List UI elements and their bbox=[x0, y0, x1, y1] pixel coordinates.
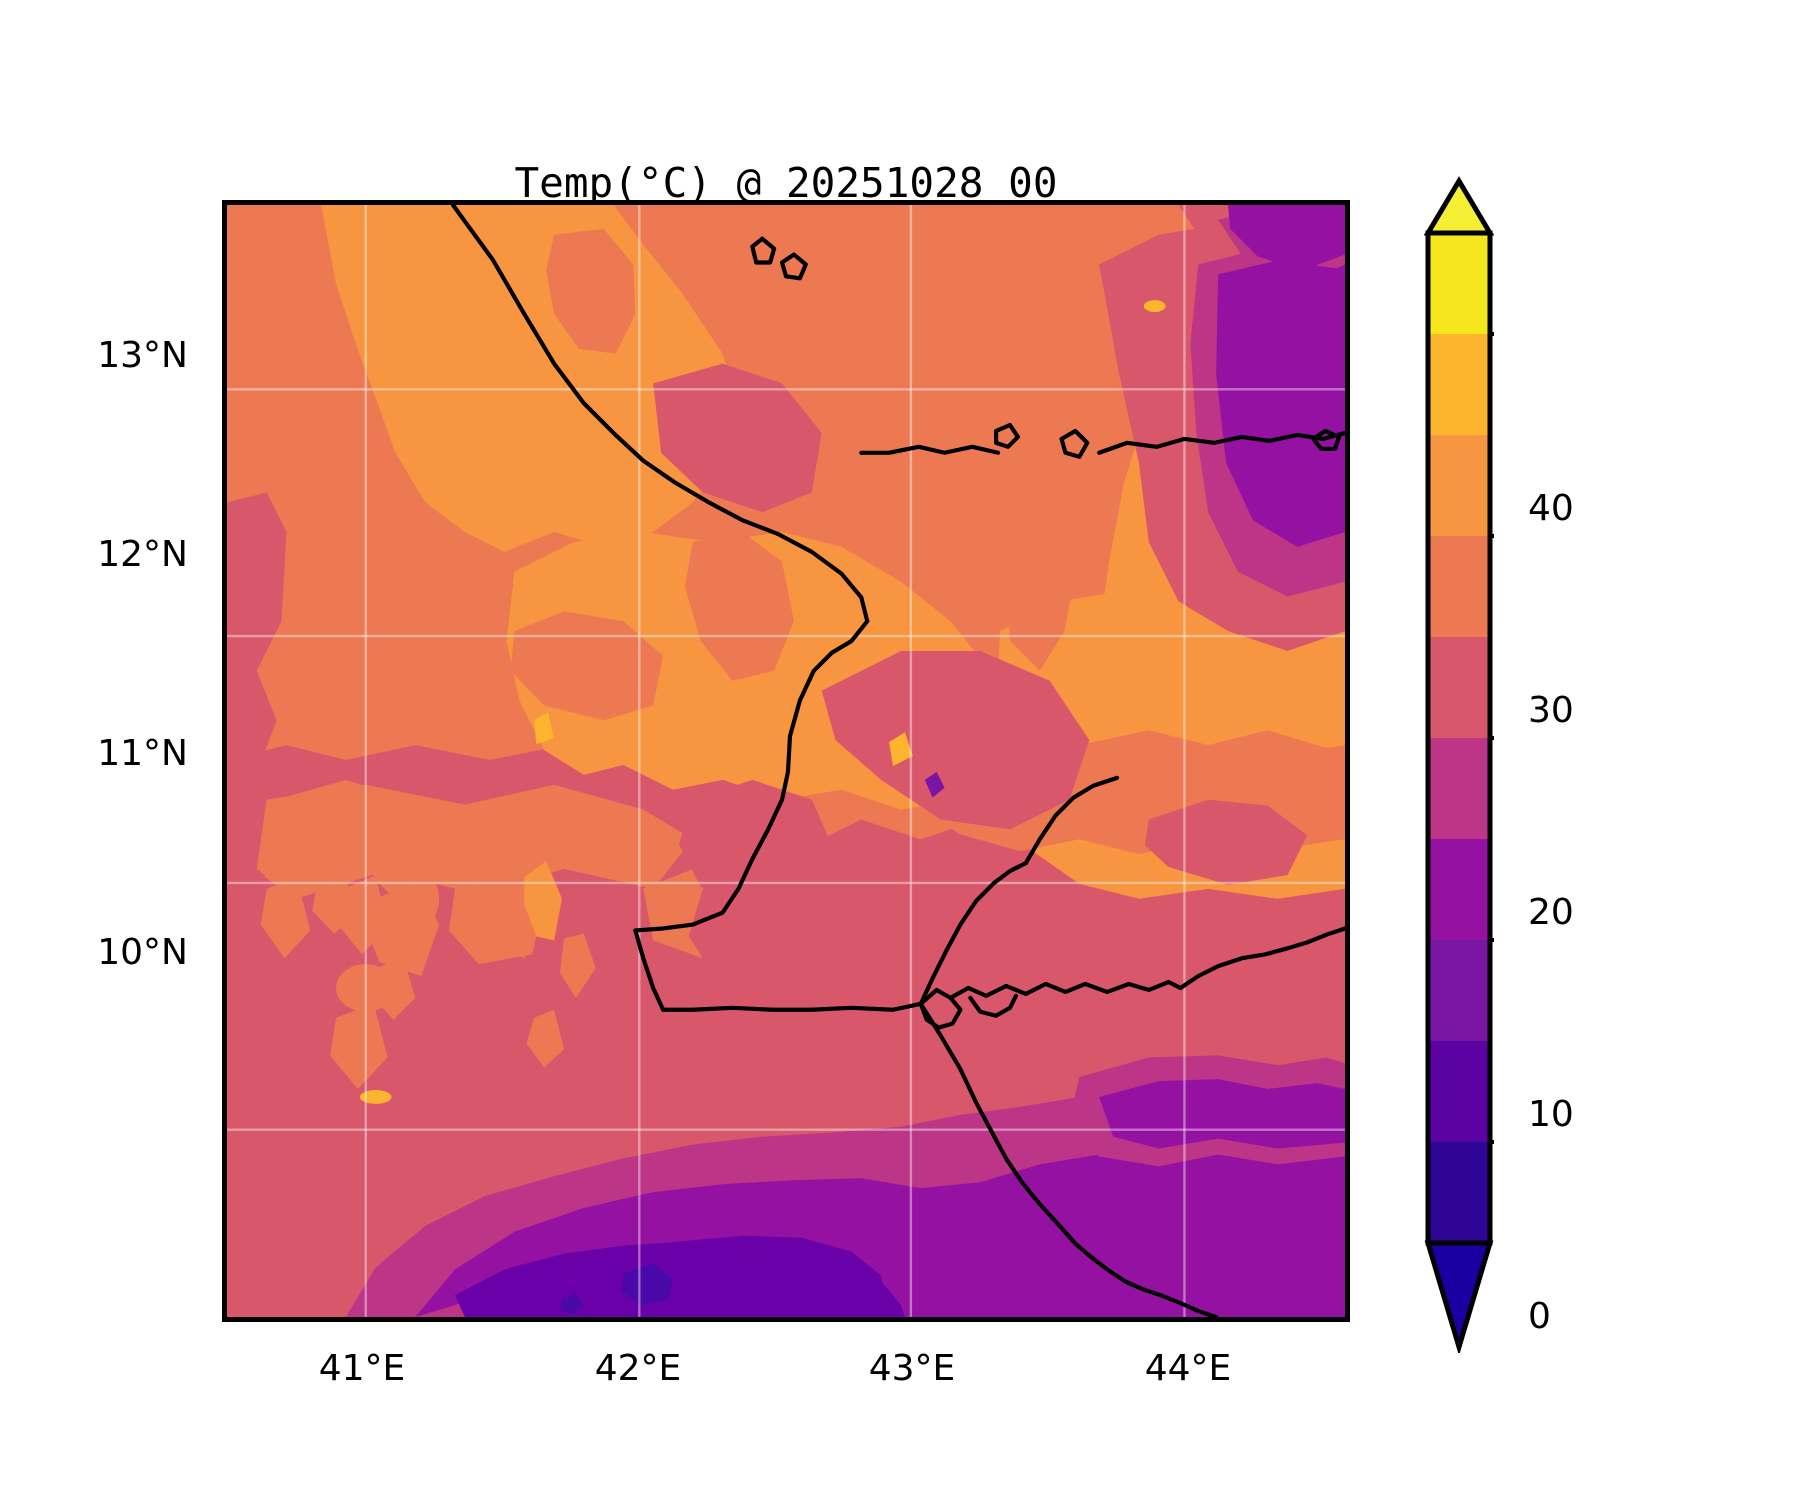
contour-island-25-30 bbox=[526, 1009, 564, 1068]
contour-island-25-30 bbox=[510, 611, 664, 721]
map-contour-layer bbox=[227, 205, 1345, 1317]
colorbar-tick-label-30: 30 bbox=[1528, 690, 1574, 731]
colorbar-swatches bbox=[1424, 176, 1494, 1353]
colorbar-band-30-35 bbox=[1428, 435, 1490, 536]
contour-band-10-15 bbox=[415, 1130, 1345, 1317]
map-plot-area[interactable] bbox=[222, 200, 1350, 1322]
colorbar-tick-label-0: 0 bbox=[1528, 1296, 1551, 1337]
xtick-label-42E: 42°E bbox=[594, 1348, 682, 1389]
colorbar-band-0-5 bbox=[1428, 1041, 1490, 1142]
contour-band-20-25 bbox=[227, 492, 287, 775]
xtick-label-43E: 43°E bbox=[868, 1348, 956, 1389]
ytick-label-11N: 11°N bbox=[97, 733, 188, 774]
contour-island-25-30 bbox=[330, 1003, 388, 1090]
contour-island-25-30 bbox=[684, 532, 794, 681]
xtick-label-41E: 41°E bbox=[318, 1348, 406, 1389]
contour-island-25-30 bbox=[264, 827, 327, 899]
colorbar-tick-label-20: 20 bbox=[1528, 892, 1574, 933]
colorbar-band-neg5-0 bbox=[1428, 1142, 1490, 1243]
colorbar-band-15-20 bbox=[1428, 738, 1490, 839]
contour-speck-35-40 bbox=[1143, 300, 1166, 313]
contour-band-10-15 bbox=[1216, 260, 1345, 547]
temperature-contour-svg bbox=[227, 205, 1345, 1317]
contour-speck-35-40 bbox=[889, 732, 913, 766]
colorbar[interactable]: 40 30 20 10 0 bbox=[1424, 175, 1574, 1353]
contour-island-25-30 bbox=[260, 876, 311, 959]
contour-band-20-25 bbox=[688, 874, 810, 988]
contour-band-30-35 bbox=[321, 205, 743, 552]
contour-island-20-25 bbox=[1144, 799, 1308, 885]
map-gridlines bbox=[227, 205, 1345, 1317]
title-line-1: Temp(°C) @ 20251028_00 bbox=[514, 158, 1058, 207]
contour-island-25-30 bbox=[560, 933, 596, 998]
coastline-and-border-lines bbox=[450, 205, 1345, 1317]
colorbar-tick-label-40: 40 bbox=[1528, 488, 1574, 529]
ytick-label-13N: 13°N bbox=[97, 335, 188, 376]
contour-band-0-5 bbox=[621, 1263, 674, 1306]
colorbar-band-40-45 bbox=[1428, 233, 1490, 334]
contour-drip-30-35 bbox=[524, 861, 563, 941]
contour-speck-35-40 bbox=[359, 1090, 392, 1104]
colorbar-under-arrow bbox=[1424, 1240, 1494, 1353]
contour-band-20-25 bbox=[653, 363, 822, 513]
colorbar-band-20-25 bbox=[1428, 637, 1490, 738]
contour-speck-10-15 bbox=[924, 771, 945, 798]
xtick-label-44E: 44°E bbox=[1144, 1348, 1232, 1389]
ytick-label-10N: 10°N bbox=[97, 932, 188, 973]
contour-island-25-30 bbox=[371, 958, 416, 1020]
contour-band-0-5 bbox=[560, 1293, 584, 1316]
contour-island-25-30 bbox=[276, 779, 406, 852]
contour-band-10-15 bbox=[1099, 1079, 1345, 1149]
colorbar-band-35-40 bbox=[1428, 334, 1490, 435]
contour-band-20-25 bbox=[678, 779, 834, 911]
colorbar-band-25-30 bbox=[1428, 536, 1490, 637]
contour-band-20-25 bbox=[821, 888, 1120, 1078]
colorbar-band-10-15 bbox=[1428, 839, 1490, 940]
contour-island-25-30 bbox=[365, 880, 440, 977]
colorbar-over-arrow bbox=[1424, 176, 1494, 236]
contour-island-25-30 bbox=[449, 867, 545, 965]
contour-island-25-30 bbox=[373, 839, 421, 899]
contour-island-25-30 bbox=[546, 228, 636, 354]
contour-speck-35-40 bbox=[534, 712, 555, 745]
colorbar-tick-label-10: 10 bbox=[1528, 1094, 1574, 1135]
contour-band-10-15 bbox=[1228, 205, 1345, 271]
ytick-label-12N: 12°N bbox=[97, 534, 188, 575]
colorbar-band-5-10 bbox=[1428, 940, 1490, 1041]
contour-band-20-25 bbox=[821, 650, 1090, 830]
